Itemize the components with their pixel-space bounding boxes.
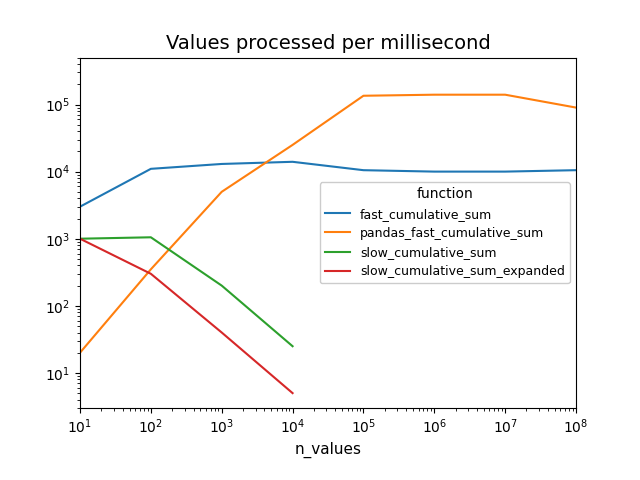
slow_cumulative_sum_expanded [147, 271, 155, 276]
slow_cumulative_sum_expanded [76, 236, 84, 241]
slow_cumulative_sum [218, 283, 225, 288]
fast_cumulative_sum [501, 169, 509, 175]
fast_cumulative_sum [76, 204, 84, 210]
pandas_fast_cumulative_sum [501, 92, 509, 97]
Line: slow_cumulative_sum_expanded: slow_cumulative_sum_expanded [80, 239, 292, 393]
slow_cumulative_sum_expanded [218, 330, 225, 336]
slow_cumulative_sum [147, 234, 155, 240]
fast_cumulative_sum [360, 168, 367, 173]
fast_cumulative_sum [218, 161, 225, 167]
X-axis label: n_values: n_values [294, 442, 362, 458]
pandas_fast_cumulative_sum [289, 142, 296, 148]
fast_cumulative_sum [431, 169, 438, 175]
fast_cumulative_sum [289, 159, 296, 165]
slow_cumulative_sum_expanded [289, 390, 296, 396]
Title: Values processed per millisecond: Values processed per millisecond [166, 34, 490, 53]
pandas_fast_cumulative_sum [572, 105, 580, 110]
Line: slow_cumulative_sum: slow_cumulative_sum [80, 237, 292, 346]
slow_cumulative_sum [76, 236, 84, 241]
pandas_fast_cumulative_sum [76, 350, 84, 356]
pandas_fast_cumulative_sum [360, 93, 367, 98]
pandas_fast_cumulative_sum [431, 92, 438, 97]
slow_cumulative_sum [289, 343, 296, 349]
pandas_fast_cumulative_sum [147, 266, 155, 272]
Legend: fast_cumulative_sum, pandas_fast_cumulative_sum, slow_cumulative_sum, slow_cumul: fast_cumulative_sum, pandas_fast_cumulat… [320, 182, 570, 283]
fast_cumulative_sum [572, 168, 580, 173]
Line: pandas_fast_cumulative_sum: pandas_fast_cumulative_sum [80, 95, 576, 353]
Line: fast_cumulative_sum: fast_cumulative_sum [80, 162, 576, 207]
pandas_fast_cumulative_sum [218, 189, 225, 195]
fast_cumulative_sum [147, 166, 155, 172]
